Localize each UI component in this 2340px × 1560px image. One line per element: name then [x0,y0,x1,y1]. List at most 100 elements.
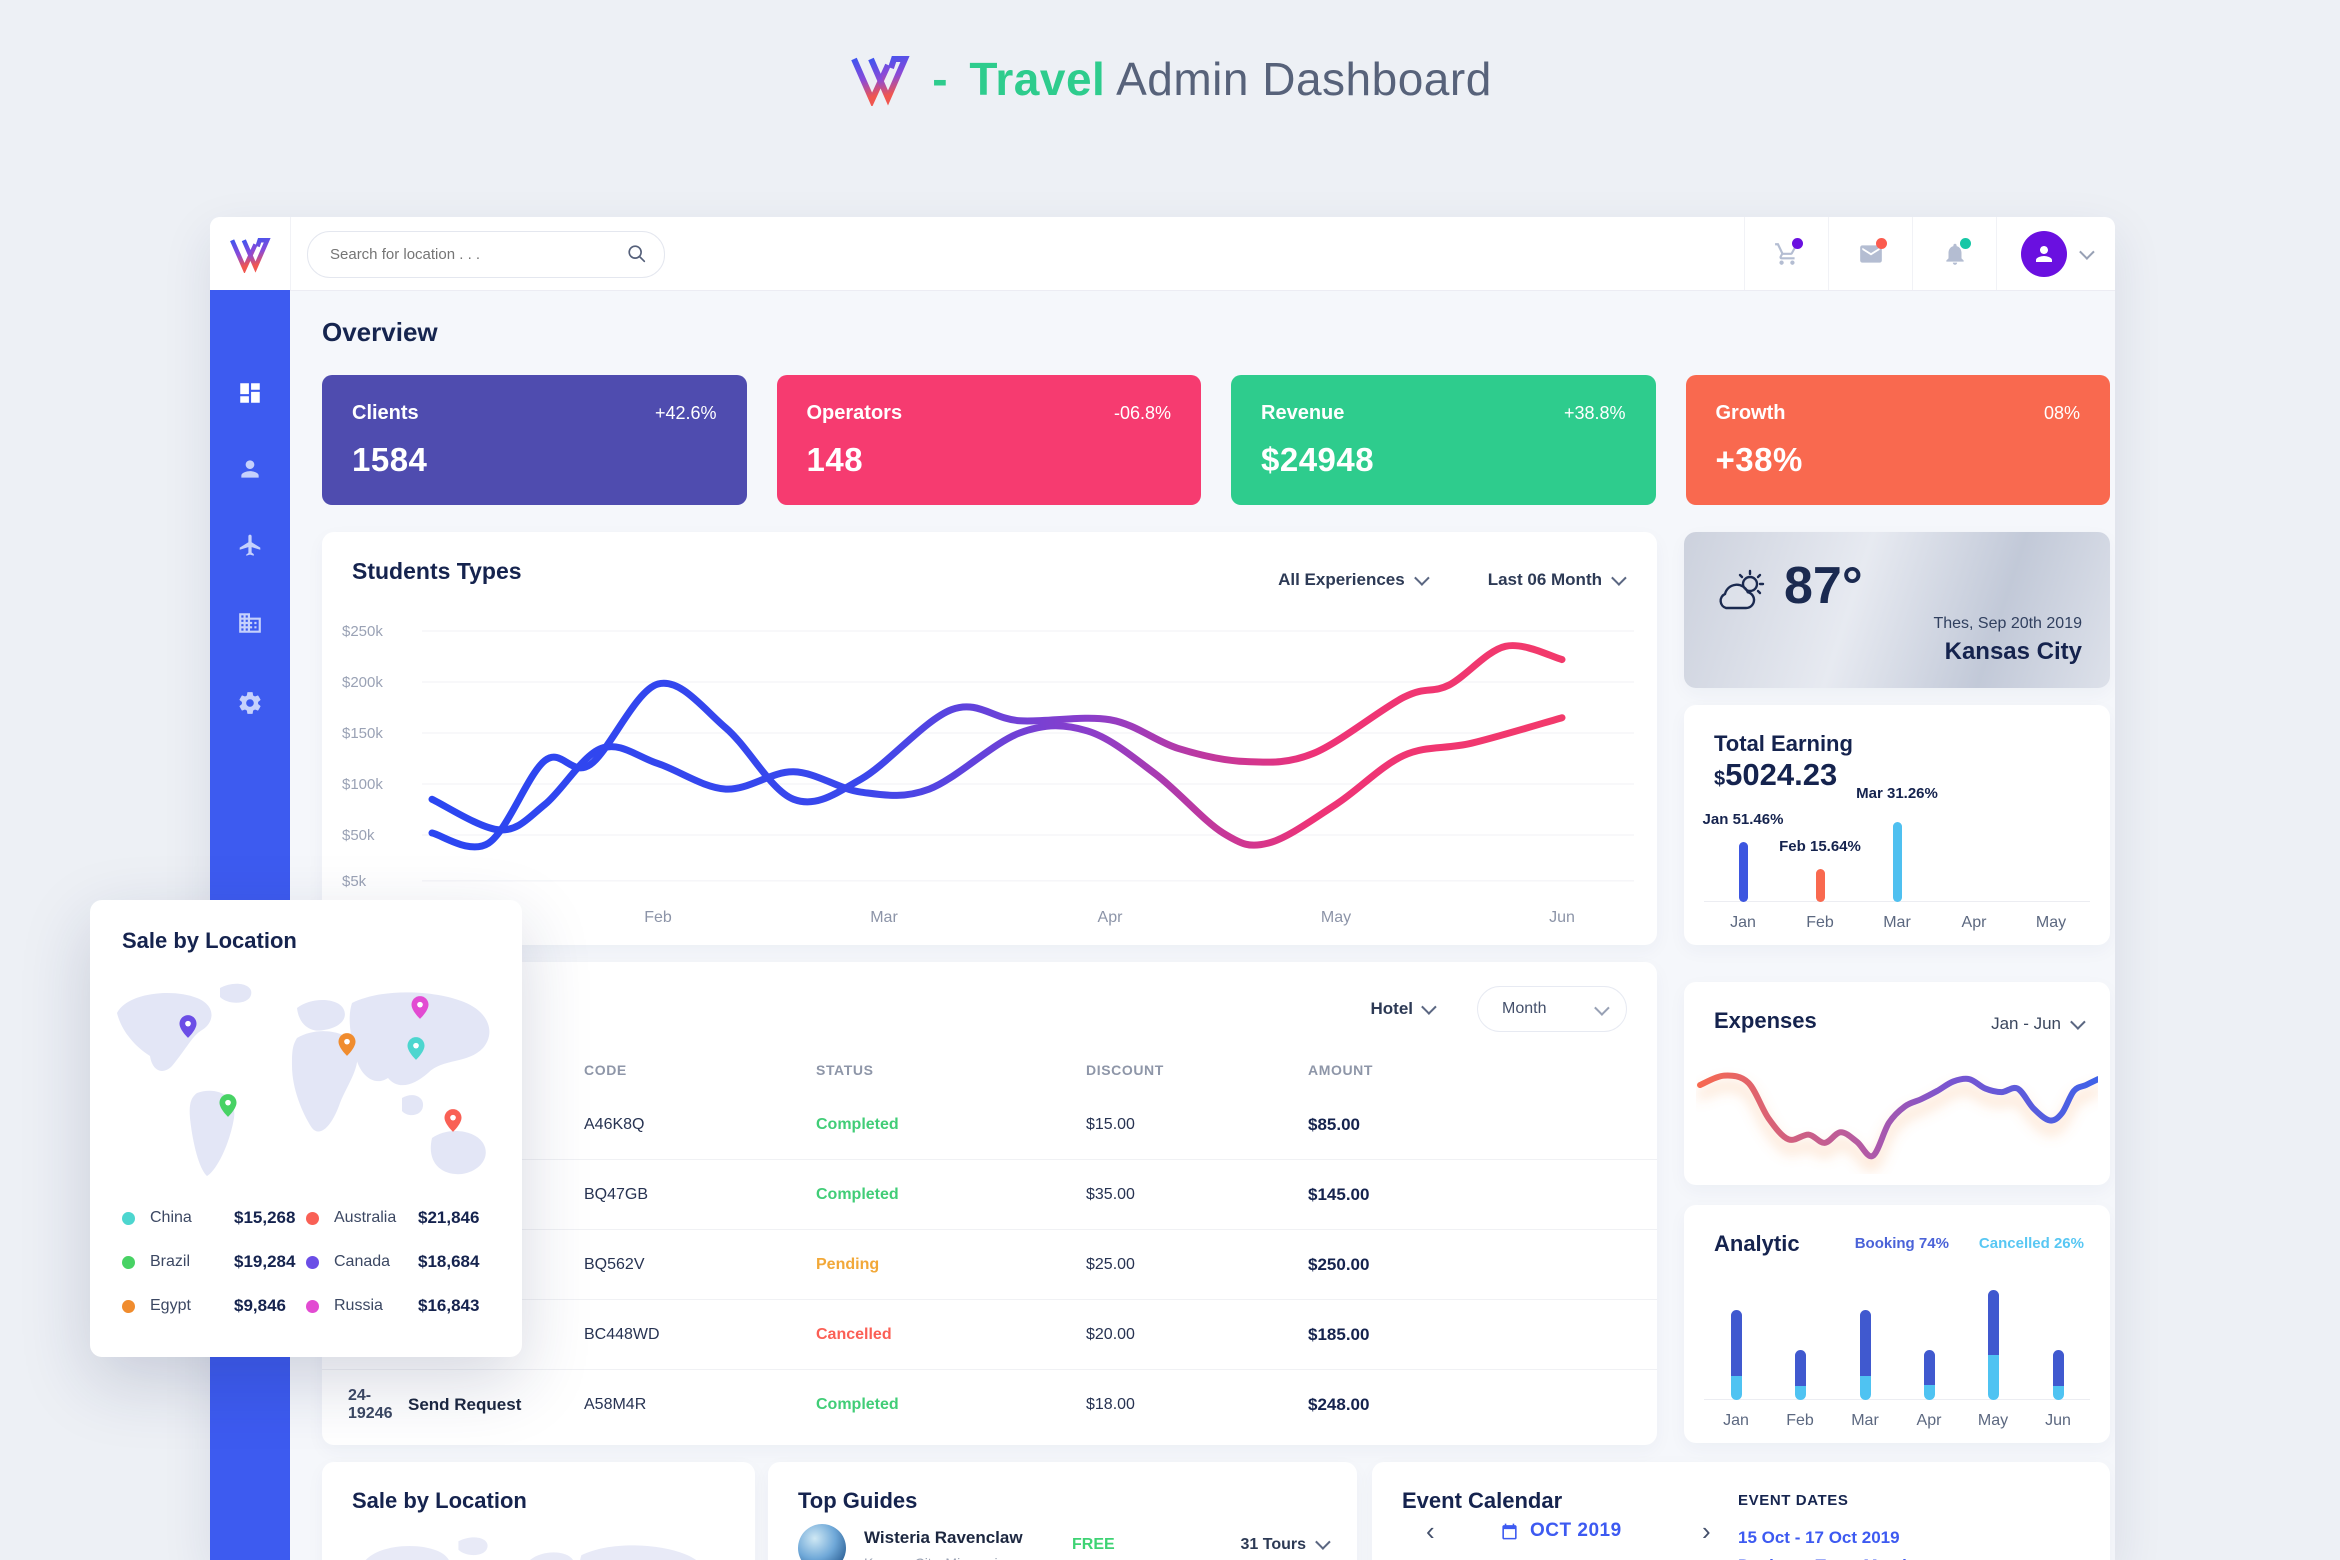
weather-date: Thes, Sep 20th 2019 [1933,615,2082,632]
chevron-down-icon [2070,1014,2086,1030]
calendar-prev-button[interactable]: ‹ [1426,1516,1435,1546]
analytic-month-label: Feb [1786,1412,1814,1429]
guide-list-item[interactable]: Wisteria Ravenclaw Kansas City, Missouri… [798,1524,1331,1560]
sidebar-item-flights[interactable] [237,533,263,559]
stat-card-revenue: Revenue +38.8% $24948 [1231,375,1656,505]
sale-by-location-popup: Sale by Location China $15,268 Australia $2… [90,900,522,1357]
sale-by-location-title: Sale by Location [352,1488,527,1513]
event-date-link[interactable]: 15 Oct - 17 Oct 2019 [1738,1528,1900,1547]
canada-pin[interactable] [179,1015,197,1043]
weather-city: Kansas City [1944,638,2082,665]
expenses-panel: Expenses Jan - Jun [1684,982,2110,1185]
card-label: Growth [1715,402,1786,424]
russia-pin[interactable] [411,995,429,1024]
period-filter[interactable]: Last 06 Month [1488,570,1627,590]
sidebar-item-dashboard[interactable] [237,380,263,406]
brand-logo-icon [851,56,910,106]
event-calendar-title: Event Calendar [1402,1488,1563,1513]
legend-dot [306,1255,319,1269]
guide-location: Kansas City, Missouri [864,1555,998,1560]
legend-dot [122,1211,135,1225]
analytic-month-label: Apr [1916,1412,1942,1429]
bell-icon [1945,243,1964,265]
svg-text:$200k: $200k [342,674,383,691]
sidebar-item-settings[interactable] [237,690,263,716]
topbar [210,217,2115,291]
legend-item-brazil: Brazil $19,284 [122,1252,306,1272]
status-badge: Cancelled [816,1325,892,1343]
calendar-month-select[interactable]: OCT 2019 [1500,1520,1622,1542]
card-value: 148 [806,441,864,478]
cloud-sun-icon [1719,569,1765,610]
transactions-panel: Hotel Month TRAN.TYPECODESTATUSDISCOUNTA… [322,962,1657,1445]
page-title: - Travel Admin Dashboard [932,52,1492,106]
australia-pin[interactable] [444,1109,462,1137]
sale-by-location-panel: Sale by Location [322,1462,755,1560]
title-rest: Admin Dashboard [1116,53,1492,105]
egypt-pin[interactable] [338,1032,356,1061]
column-header: AMOUNT [1308,1062,1374,1078]
analytic-panel: Analytic Booking 74% Cancelled 26% Jan Fe… [1684,1205,2110,1443]
analytic-bar [2053,1350,2064,1400]
topbar-actions [1744,217,2115,290]
card-value: $24948 [1261,441,1375,478]
hotel-filter[interactable]: Hotel [1371,999,1437,1019]
table-row: Top UpBQ47GBCompleted$35.00$145.00 [322,1159,1657,1229]
profile-menu[interactable] [1996,217,2115,290]
card-delta: 08% [2043,403,2080,423]
students-types-title: Students Types [352,558,522,584]
table-row: Travel CardA46K8QCompleted$15.00$85.00 [408,1114,1360,1134]
mail-badge [1876,238,1887,249]
guide-tours-dropdown[interactable]: 31 Tours [1241,1534,1331,1554]
expenses-range-filter[interactable]: Jan - Jun [1991,1014,2086,1034]
earning-month-label: Mar [1883,914,1911,931]
card-label: Operators [806,402,903,424]
earning-month-label: Feb [1806,914,1834,931]
sidebar-item-users[interactable] [237,456,263,482]
earning-bar-jan [1739,842,1748,902]
sidebar-item-hotels[interactable] [237,610,263,636]
mail-icon [1859,244,1882,263]
analytic-month-label: Jun [2045,1412,2071,1429]
notifications-button[interactable] [1912,217,1996,290]
month-select[interactable]: Month [1477,986,1627,1032]
chevron-down-icon [1421,999,1437,1015]
legend-dot [122,1255,135,1269]
svg-text:$250k: $250k [342,623,383,640]
event-name-link[interactable]: Designer Team Meeting [1738,1556,1928,1560]
analytic-month-label: Jan [1723,1412,1749,1429]
experiences-filter[interactable]: All Experiences [1278,570,1430,590]
avatar [2021,230,2067,277]
search-input[interactable] [308,232,664,277]
cart-button[interactable] [1744,217,1828,290]
overview-heading: Overview [322,317,438,347]
title-dash: - [932,53,949,105]
map-legend: China $15,268 Australia $21,846 Brazil $19,28… [90,1208,522,1316]
earning-month-label: May [2035,914,2067,931]
analytic-title: Analytic [1714,1231,1800,1256]
svg-text:Mar: Mar [870,909,898,926]
china-pin[interactable] [407,1037,425,1065]
calendar-icon [1502,1523,1517,1539]
students-types-panel: Students Types All Experiences Last 06 M… [322,532,1657,945]
column-header: CODE [584,1062,627,1078]
location-search [307,231,665,278]
chevron-down-icon [1611,570,1627,586]
card-label: Revenue [1261,402,1345,424]
svg-text:May: May [1321,909,1351,926]
brand-logo-icon [230,237,271,273]
search-icon[interactable] [626,243,648,265]
world-map [102,978,510,1196]
calendar-next-button[interactable]: › [1702,1516,1711,1546]
svg-text:Apr: Apr [1098,909,1124,926]
app-logo[interactable] [210,217,291,290]
table-row: 24-19246 Send Request A58M4R Completed $18.0… [322,1369,1657,1439]
top-guides-title: Top Guides [798,1488,918,1513]
mail-button[interactable] [1828,217,1912,290]
analytic-bar [1988,1290,1999,1400]
card-value: 1584 [352,441,428,478]
calendar-nav: ‹ OCT 2019 › [1412,1516,1712,1552]
guide-name: Wisteria Ravenclaw [864,1528,1023,1547]
earning-bar-feb [1816,869,1825,902]
brazil-pin[interactable] [219,1094,237,1122]
